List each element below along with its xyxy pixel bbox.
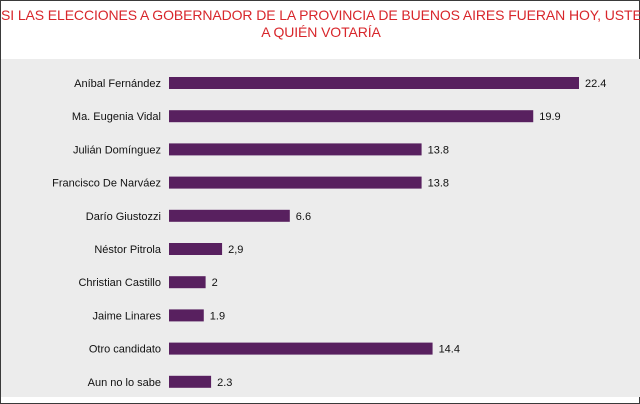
bar bbox=[169, 77, 579, 89]
bar bbox=[169, 375, 212, 388]
category-label: Francisco De Narváez bbox=[52, 178, 161, 190]
value-label: 13.8 bbox=[428, 178, 449, 190]
category-label: Otro candidato bbox=[89, 344, 161, 356]
value-label: 22.4 bbox=[585, 78, 606, 90]
plot-area: Aníbal Fernández 22.4 Ma. Eugenia Vidal 19.… bbox=[1, 59, 640, 397]
bar bbox=[169, 276, 206, 289]
category-label: Néstor Pitrola bbox=[94, 244, 162, 256]
value-label: 13.8 bbox=[428, 144, 449, 156]
bar-chart: Aníbal Fernández 22.4 Ma. Eugenia Vidal 19.… bbox=[52, 77, 606, 389]
bar bbox=[169, 243, 223, 255]
category-label: Jaime Linares bbox=[93, 310, 162, 322]
category-label: Julián Domínguez bbox=[73, 144, 161, 156]
value-label: 14.4 bbox=[439, 344, 460, 356]
value-label: 1.9 bbox=[210, 310, 225, 322]
chart-title-line-2: A QUIÉN VOTARÍA bbox=[261, 24, 381, 40]
value-label: 2,9 bbox=[228, 244, 243, 256]
value-label: 6.6 bbox=[296, 211, 311, 223]
bar bbox=[169, 143, 422, 156]
bar bbox=[169, 176, 422, 189]
value-label: 2.3 bbox=[217, 377, 232, 389]
category-label: Aníbal Fernández bbox=[74, 78, 161, 90]
value-label: 19.9 bbox=[539, 111, 560, 123]
category-label: Ma. Eugenia Vidal bbox=[72, 111, 161, 123]
bar bbox=[169, 342, 433, 355]
bar bbox=[169, 110, 534, 123]
category-label: Aun no lo sabe bbox=[88, 377, 161, 389]
bar bbox=[169, 209, 290, 222]
category-label: Christian Castillo bbox=[78, 277, 161, 289]
chart-title-line-1: SI LAS ELECCIONES A GOBERNADOR DE LA PRO… bbox=[1, 7, 640, 23]
bar bbox=[169, 309, 204, 322]
chart-title: SI LAS ELECCIONES A GOBERNADOR DE LA PRO… bbox=[1, 7, 640, 41]
category-label: Darío Giustozzi bbox=[86, 211, 161, 223]
value-label: 2 bbox=[212, 277, 218, 289]
